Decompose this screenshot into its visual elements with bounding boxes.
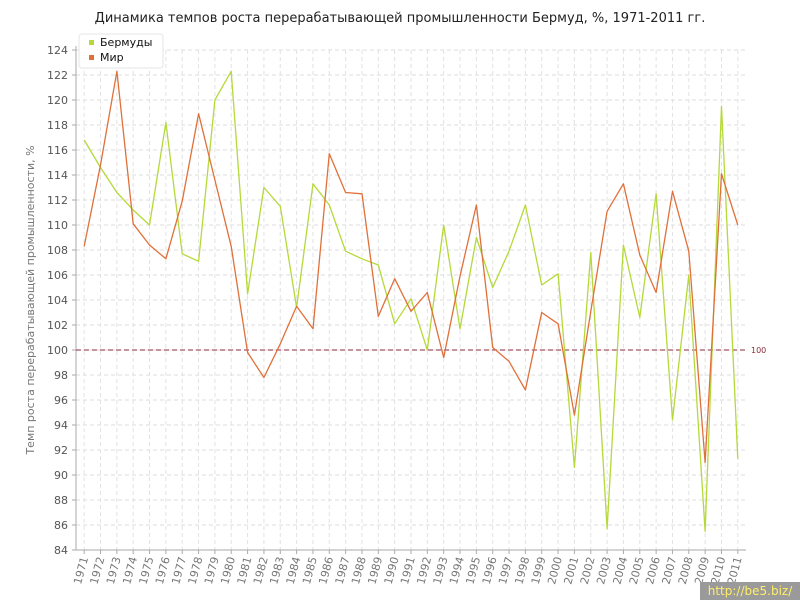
y-tick-label: 98 [54, 369, 68, 382]
y-tick-label: 84 [54, 544, 68, 557]
y-tick-label: 118 [47, 119, 68, 132]
y-tick-label: 112 [47, 194, 68, 207]
y-tick-label: 110 [47, 219, 68, 232]
y-tick-label: 86 [54, 519, 68, 532]
y-tick-label: 124 [47, 44, 68, 57]
y-tick-label: 114 [47, 169, 68, 182]
y-tick-label: 100 [47, 344, 68, 357]
y-tick-label: 104 [47, 294, 68, 307]
legend-swatch [89, 55, 94, 60]
y-tick-label: 88 [54, 494, 68, 507]
y-tick-label: 120 [47, 94, 68, 107]
y-tick-label: 92 [54, 444, 68, 457]
chart-title: Динамика темпов роста перерабатывающей п… [94, 11, 706, 26]
series-line-1 [83, 70, 739, 464]
series-line-0 [83, 70, 739, 532]
grid [76, 49, 746, 551]
legend-swatch [89, 40, 94, 45]
watermark-link[interactable]: http://be5.biz/ [700, 582, 800, 600]
y-tick-label: 102 [47, 319, 68, 332]
y-tick-label: 122 [47, 69, 68, 82]
y-tick-label: 90 [54, 469, 68, 482]
reference-line-label: 100 [751, 346, 766, 355]
legend-box [78, 33, 164, 69]
y-tick-label: 96 [54, 394, 68, 407]
y-tick-label: 94 [54, 419, 68, 432]
y-axis-label: Темп роста перерабатывающей промышленнос… [24, 145, 37, 455]
y-tick-label: 106 [47, 269, 68, 282]
legend-label: Мир [100, 51, 124, 64]
y-tick-label: 108 [47, 244, 68, 257]
legend-label: Бермуды [100, 36, 152, 49]
legend: Бермуды Мир [78, 33, 164, 69]
y-tick-label: 116 [47, 144, 68, 157]
